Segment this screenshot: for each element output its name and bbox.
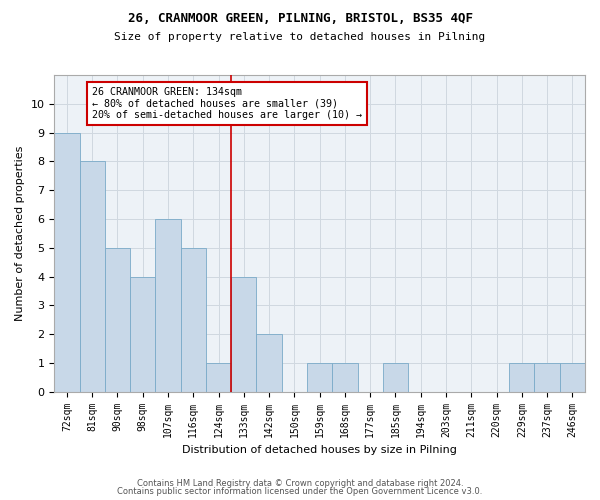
Bar — [181, 248, 206, 392]
Y-axis label: Number of detached properties: Number of detached properties — [15, 146, 25, 321]
X-axis label: Distribution of detached houses by size in Pilning: Distribution of detached houses by size … — [182, 445, 457, 455]
Bar — [256, 334, 282, 392]
Text: 26 CRANMOOR GREEN: 134sqm
← 80% of detached houses are smaller (39)
20% of semi-: 26 CRANMOOR GREEN: 134sqm ← 80% of detac… — [92, 86, 362, 120]
Bar — [535, 363, 560, 392]
Bar — [509, 363, 535, 392]
Text: Contains public sector information licensed under the Open Government Licence v3: Contains public sector information licen… — [118, 487, 482, 496]
Bar — [155, 219, 181, 392]
Bar — [105, 248, 130, 392]
Text: Size of property relative to detached houses in Pilning: Size of property relative to detached ho… — [115, 32, 485, 42]
Bar — [130, 276, 155, 392]
Text: 26, CRANMOOR GREEN, PILNING, BRISTOL, BS35 4QF: 26, CRANMOOR GREEN, PILNING, BRISTOL, BS… — [128, 12, 473, 26]
Bar — [80, 162, 105, 392]
Bar — [307, 363, 332, 392]
Bar — [332, 363, 358, 392]
Text: Contains HM Land Registry data © Crown copyright and database right 2024.: Contains HM Land Registry data © Crown c… — [137, 478, 463, 488]
Bar — [54, 132, 80, 392]
Bar — [231, 276, 256, 392]
Bar — [383, 363, 408, 392]
Bar — [206, 363, 231, 392]
Bar — [560, 363, 585, 392]
